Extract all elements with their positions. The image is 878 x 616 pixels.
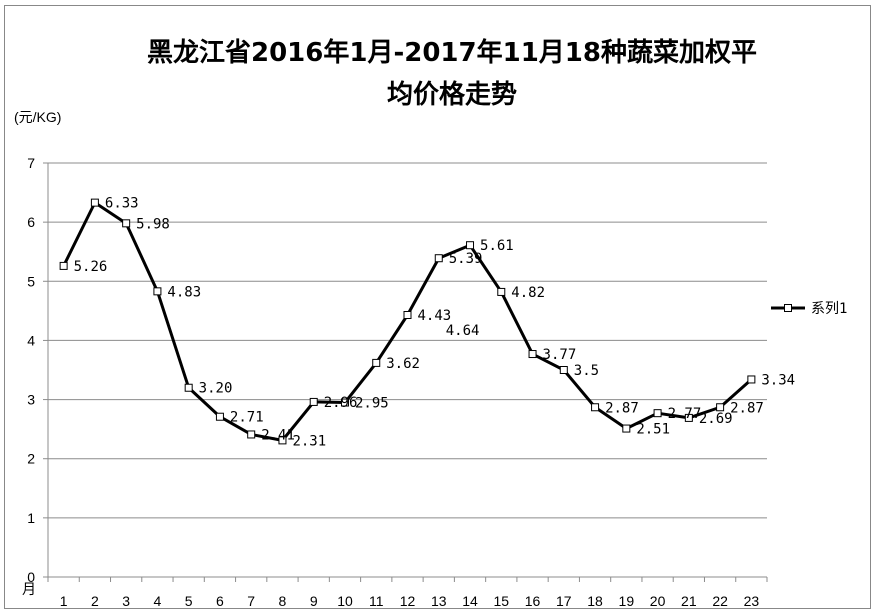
x-tick-label: 18 bbox=[587, 593, 603, 609]
y-tick-label: 4 bbox=[27, 332, 35, 348]
data-point-marker bbox=[684, 413, 693, 422]
legend: 系列1 bbox=[771, 301, 847, 317]
axes bbox=[43, 162, 768, 582]
data-label: 4.82 bbox=[511, 285, 545, 301]
data-point-marker bbox=[747, 375, 756, 384]
legend-marker-swatch bbox=[784, 304, 792, 312]
data-label: 2.96 bbox=[324, 395, 358, 411]
gridlines bbox=[48, 162, 767, 519]
data-label: 4.43 bbox=[418, 308, 452, 324]
x-tick-label: 21 bbox=[681, 593, 697, 609]
data-label: 3.5 bbox=[574, 363, 599, 379]
x-tick-label: 3 bbox=[122, 593, 130, 609]
x-tick-label: 22 bbox=[712, 593, 728, 609]
data-label: 2.51 bbox=[636, 422, 670, 438]
x-tick-label: 5 bbox=[185, 593, 193, 609]
series-line bbox=[62, 201, 753, 442]
data-label: 6.33 bbox=[105, 196, 139, 212]
x-tick-label: 2 bbox=[91, 593, 99, 609]
data-label: 5.61 bbox=[480, 238, 514, 254]
x-tick-label: 15 bbox=[493, 593, 509, 609]
x-tick-labels: 1 2 3 4 5 6 7 8 9 10 11 12 13 14 15 16 17 18 19 20 21 22 23 bbox=[60, 593, 760, 609]
data-labels: 5.26 6.33 5.98 4.83 3.20 2.712.412.31 2.962.95… bbox=[74, 196, 795, 450]
x-tick-label: 23 bbox=[744, 593, 760, 609]
series-markers bbox=[59, 198, 756, 445]
data-label: 3.77 bbox=[543, 347, 577, 363]
data-label: 3.34 bbox=[761, 372, 795, 388]
data-label: 2.87 bbox=[730, 400, 764, 416]
data-point-marker bbox=[622, 424, 631, 433]
y-tick-labels: 0 1 2 3 4 5 6 7 bbox=[27, 155, 35, 585]
data-point-marker bbox=[716, 403, 725, 412]
y-axis-unit-label: (元/KG) bbox=[14, 109, 61, 125]
data-point-marker bbox=[247, 430, 256, 439]
data-label: 5.98 bbox=[136, 216, 170, 232]
x-tick-label: 7 bbox=[247, 593, 255, 609]
data-label: 2.69 bbox=[699, 411, 733, 427]
x-tick-label: 13 bbox=[431, 593, 447, 609]
y-tick-label: 5 bbox=[27, 273, 35, 289]
x-tick-label: 19 bbox=[619, 593, 635, 609]
data-label: 2.95 bbox=[355, 396, 389, 412]
x-tick-label: 6 bbox=[216, 593, 224, 609]
data-point-marker bbox=[90, 198, 99, 207]
chart-title-line-2: 均价格走势 bbox=[387, 79, 517, 110]
data-point-marker bbox=[153, 287, 162, 296]
x-tick-label: 12 bbox=[400, 593, 416, 609]
data-point-marker bbox=[122, 219, 131, 228]
data-label: 2.77 bbox=[668, 406, 702, 422]
data-point-marker bbox=[309, 397, 318, 406]
data-point-marker bbox=[278, 436, 287, 445]
chart-frame bbox=[4, 5, 871, 609]
y-tick-label: 3 bbox=[27, 392, 35, 408]
data-point-marker bbox=[497, 287, 506, 296]
x-tick-label: 16 bbox=[525, 593, 541, 609]
legend-series-name: 系列1 bbox=[811, 301, 847, 317]
data-point-marker bbox=[434, 254, 443, 263]
x-axis-unit-label: 月 bbox=[22, 581, 36, 597]
x-tick-label: 11 bbox=[369, 593, 384, 609]
data-point-marker bbox=[653, 409, 662, 418]
x-tick-label: 20 bbox=[650, 593, 666, 609]
data-label: 5.39 bbox=[449, 251, 483, 267]
data-label: 4.83 bbox=[167, 284, 201, 300]
x-tick-label: 8 bbox=[279, 593, 287, 609]
y-tick-label: 2 bbox=[27, 451, 35, 467]
y-tick-label: 0 bbox=[27, 569, 35, 585]
data-point-marker bbox=[591, 403, 600, 412]
data-point-marker bbox=[215, 412, 224, 421]
data-point-marker bbox=[528, 350, 537, 359]
data-label: 2.31 bbox=[292, 433, 326, 449]
data-label-extra: 4.64 bbox=[446, 323, 480, 339]
data-label: 3.20 bbox=[199, 381, 233, 397]
x-tick-label: 4 bbox=[154, 593, 162, 609]
data-point-marker bbox=[184, 383, 193, 392]
series-line-path bbox=[62, 201, 753, 442]
data-point-marker bbox=[403, 310, 412, 319]
data-label: 2.71 bbox=[230, 410, 264, 426]
data-label: 3.62 bbox=[386, 356, 420, 372]
y-tick-label: 7 bbox=[27, 155, 35, 171]
data-label: 5.26 bbox=[74, 259, 108, 275]
data-point-marker bbox=[466, 241, 475, 250]
chart-title-line-1: 黑龙江省2016年1月-2017年11月18种蔬菜加权平 bbox=[147, 37, 757, 68]
x-tick-label: 1 bbox=[60, 593, 68, 609]
x-tick-label: 9 bbox=[310, 593, 318, 609]
data-point-marker bbox=[559, 366, 568, 374]
data-point-marker bbox=[372, 358, 381, 367]
data-label: 2.41 bbox=[261, 427, 295, 443]
x-tick-label: 10 bbox=[337, 593, 353, 609]
data-label: 2.87 bbox=[605, 400, 639, 416]
y-tick-label: 1 bbox=[27, 510, 35, 526]
x-tick-label: 17 bbox=[556, 593, 572, 609]
data-point-marker bbox=[59, 261, 68, 270]
data-point-marker bbox=[340, 398, 349, 407]
x-tick-label: 14 bbox=[462, 593, 478, 609]
y-tick-label: 6 bbox=[27, 214, 35, 230]
